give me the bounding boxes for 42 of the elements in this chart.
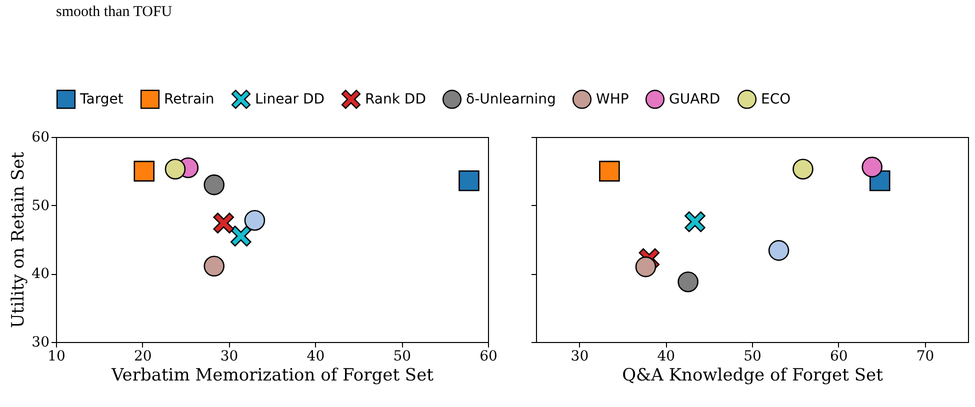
x-tick-label: 70	[916, 348, 934, 364]
point	[635, 256, 656, 278]
point	[164, 158, 186, 180]
point	[678, 271, 698, 292]
legend-label: GUARD	[669, 91, 720, 108]
x-tick-label: 40	[657, 348, 676, 364]
x-tick-label: 20	[134, 348, 152, 364]
y-tick-label: 30	[32, 334, 50, 350]
x-tick-label: 60	[480, 348, 498, 364]
legend-label: WHP	[596, 91, 629, 108]
point	[213, 212, 234, 234]
legend-label: ECO	[761, 91, 791, 108]
x-tick-label: 40	[306, 348, 325, 364]
point	[599, 160, 620, 182]
point	[792, 158, 814, 180]
legend-label: δ-Unlearning	[466, 91, 556, 108]
point	[862, 156, 882, 178]
x-tick-label: 50	[744, 348, 762, 364]
text: smooth than TOFU	[56, 4, 172, 20]
legend-label: Rank DD	[365, 91, 426, 108]
y-tick-label: 50	[32, 198, 50, 214]
x-tick-label: 30	[220, 348, 238, 364]
y-axis-title: Utility on Retain Set	[8, 152, 29, 328]
point	[768, 240, 790, 261]
point	[244, 210, 266, 231]
y-tick-label: 60	[32, 130, 50, 146]
y-tick-label: 40	[32, 266, 50, 282]
legend-label: Linear DD	[255, 91, 325, 108]
point	[230, 226, 252, 246]
x-tick-label: 50	[393, 348, 412, 364]
x-axis-title: Q&A Knowledge of Forget Set	[622, 366, 884, 386]
x-tick-label: 30	[570, 348, 589, 364]
point	[134, 160, 155, 182]
x-tick-label: 10	[48, 348, 66, 364]
point	[204, 174, 225, 196]
x-axis-title: Verbatim Memorization of Forget Set	[110, 366, 434, 386]
point	[458, 170, 480, 192]
legend-label: Retrain	[164, 91, 214, 108]
point	[684, 211, 706, 232]
x-tick-label: 60	[830, 348, 848, 364]
point	[204, 256, 225, 277]
legend-label: Target	[79, 91, 124, 108]
